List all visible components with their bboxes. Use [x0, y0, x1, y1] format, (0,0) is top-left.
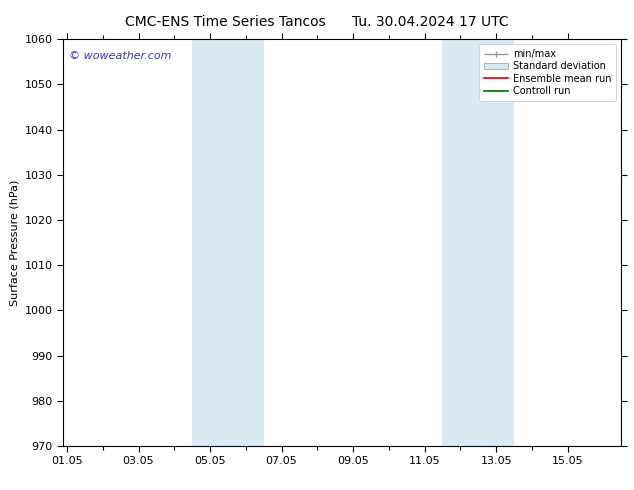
- Bar: [443, 39, 478, 446]
- Bar: [192, 39, 228, 446]
- Legend: min/max, Standard deviation, Ensemble mean run, Controll run: min/max, Standard deviation, Ensemble me…: [479, 44, 616, 101]
- Text: CMC-ENS Time Series Tancos      Tu. 30.04.2024 17 UTC: CMC-ENS Time Series Tancos Tu. 30.04.202…: [125, 15, 509, 29]
- Bar: [478, 39, 514, 446]
- Bar: [228, 39, 264, 446]
- Y-axis label: Surface Pressure (hPa): Surface Pressure (hPa): [10, 179, 19, 306]
- Text: © woweather.com: © woweather.com: [69, 51, 171, 61]
